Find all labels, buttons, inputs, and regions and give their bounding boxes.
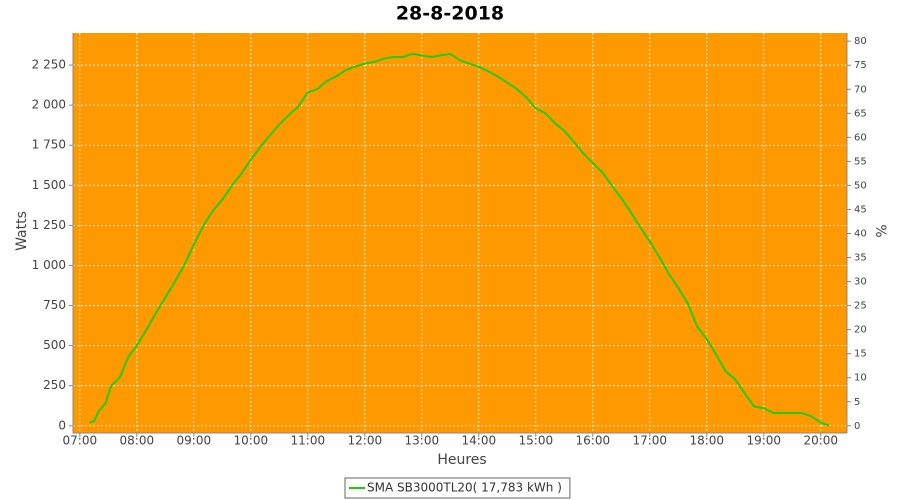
y-tick-label: 0 [58,418,66,432]
y-tick-label: 1 750 [32,138,66,152]
y2-tick-label: 60 [854,132,867,143]
y-tick-label: 250 [43,378,66,392]
y2-tick-label: 5 [854,397,860,408]
y2-tick-label: 75 [854,60,867,71]
y2-tick-label: 55 [854,156,867,167]
y2-tick-label: 0 [854,421,860,432]
y2-tick-label: 20 [854,325,867,336]
y2-tick-label: 65 [854,108,867,119]
y-tick-label: 1 500 [32,178,66,192]
y2-axis-title: % [872,224,888,237]
x-axis-title: Heures [437,452,486,468]
plot-area [73,33,847,433]
y2-tick-label: 40 [854,228,867,239]
x-tick-label: 08:00 [120,434,155,448]
chart-title: 28-8-2018 [396,3,504,25]
x-tick-label: 17:00 [632,434,667,448]
x-tick-label: 07:00 [63,434,98,448]
x-tick-label: 14:00 [462,434,497,448]
y-axis-title: Watts [14,211,30,251]
y2-tick-label: 10 [854,373,867,384]
series-line [89,52,830,427]
x-tick-label: 09:00 [177,434,212,448]
x-tick-label: 13:00 [405,434,440,448]
legend-box [344,477,571,499]
x-tick-label: 18:00 [689,434,724,448]
y2-tick-label: 25 [854,301,867,312]
y2-tick-label: 50 [854,180,867,191]
y2-tick-label: 45 [854,204,867,215]
x-tick-label: 20:00 [803,434,838,448]
y2-tick-label: 30 [854,277,867,288]
x-tick-label: 10:00 [234,434,269,448]
y-tick-label: 2 250 [32,58,66,72]
y-tick-label: 1 000 [32,258,66,272]
x-tick-label: 16:00 [576,434,611,448]
x-tick-label: 12:00 [348,434,383,448]
x-tick-label: 11:00 [291,434,326,448]
y2-tick-label: 15 [854,349,867,360]
y-tick-label: 1 250 [32,218,66,232]
y-tick-label: 500 [43,338,66,352]
x-tick-label: 15:00 [519,434,554,448]
y2-tick-label: 80 [854,36,867,47]
y-tick-label: 750 [43,298,66,312]
y2-tick-label: 35 [854,253,867,264]
y-tick-label: 2 000 [32,98,66,112]
x-tick-label: 19:00 [746,434,781,448]
legend-label: SMA SB3000TL20( 17,783 kWh ) [367,481,562,495]
y2-tick-label: 70 [854,84,867,95]
